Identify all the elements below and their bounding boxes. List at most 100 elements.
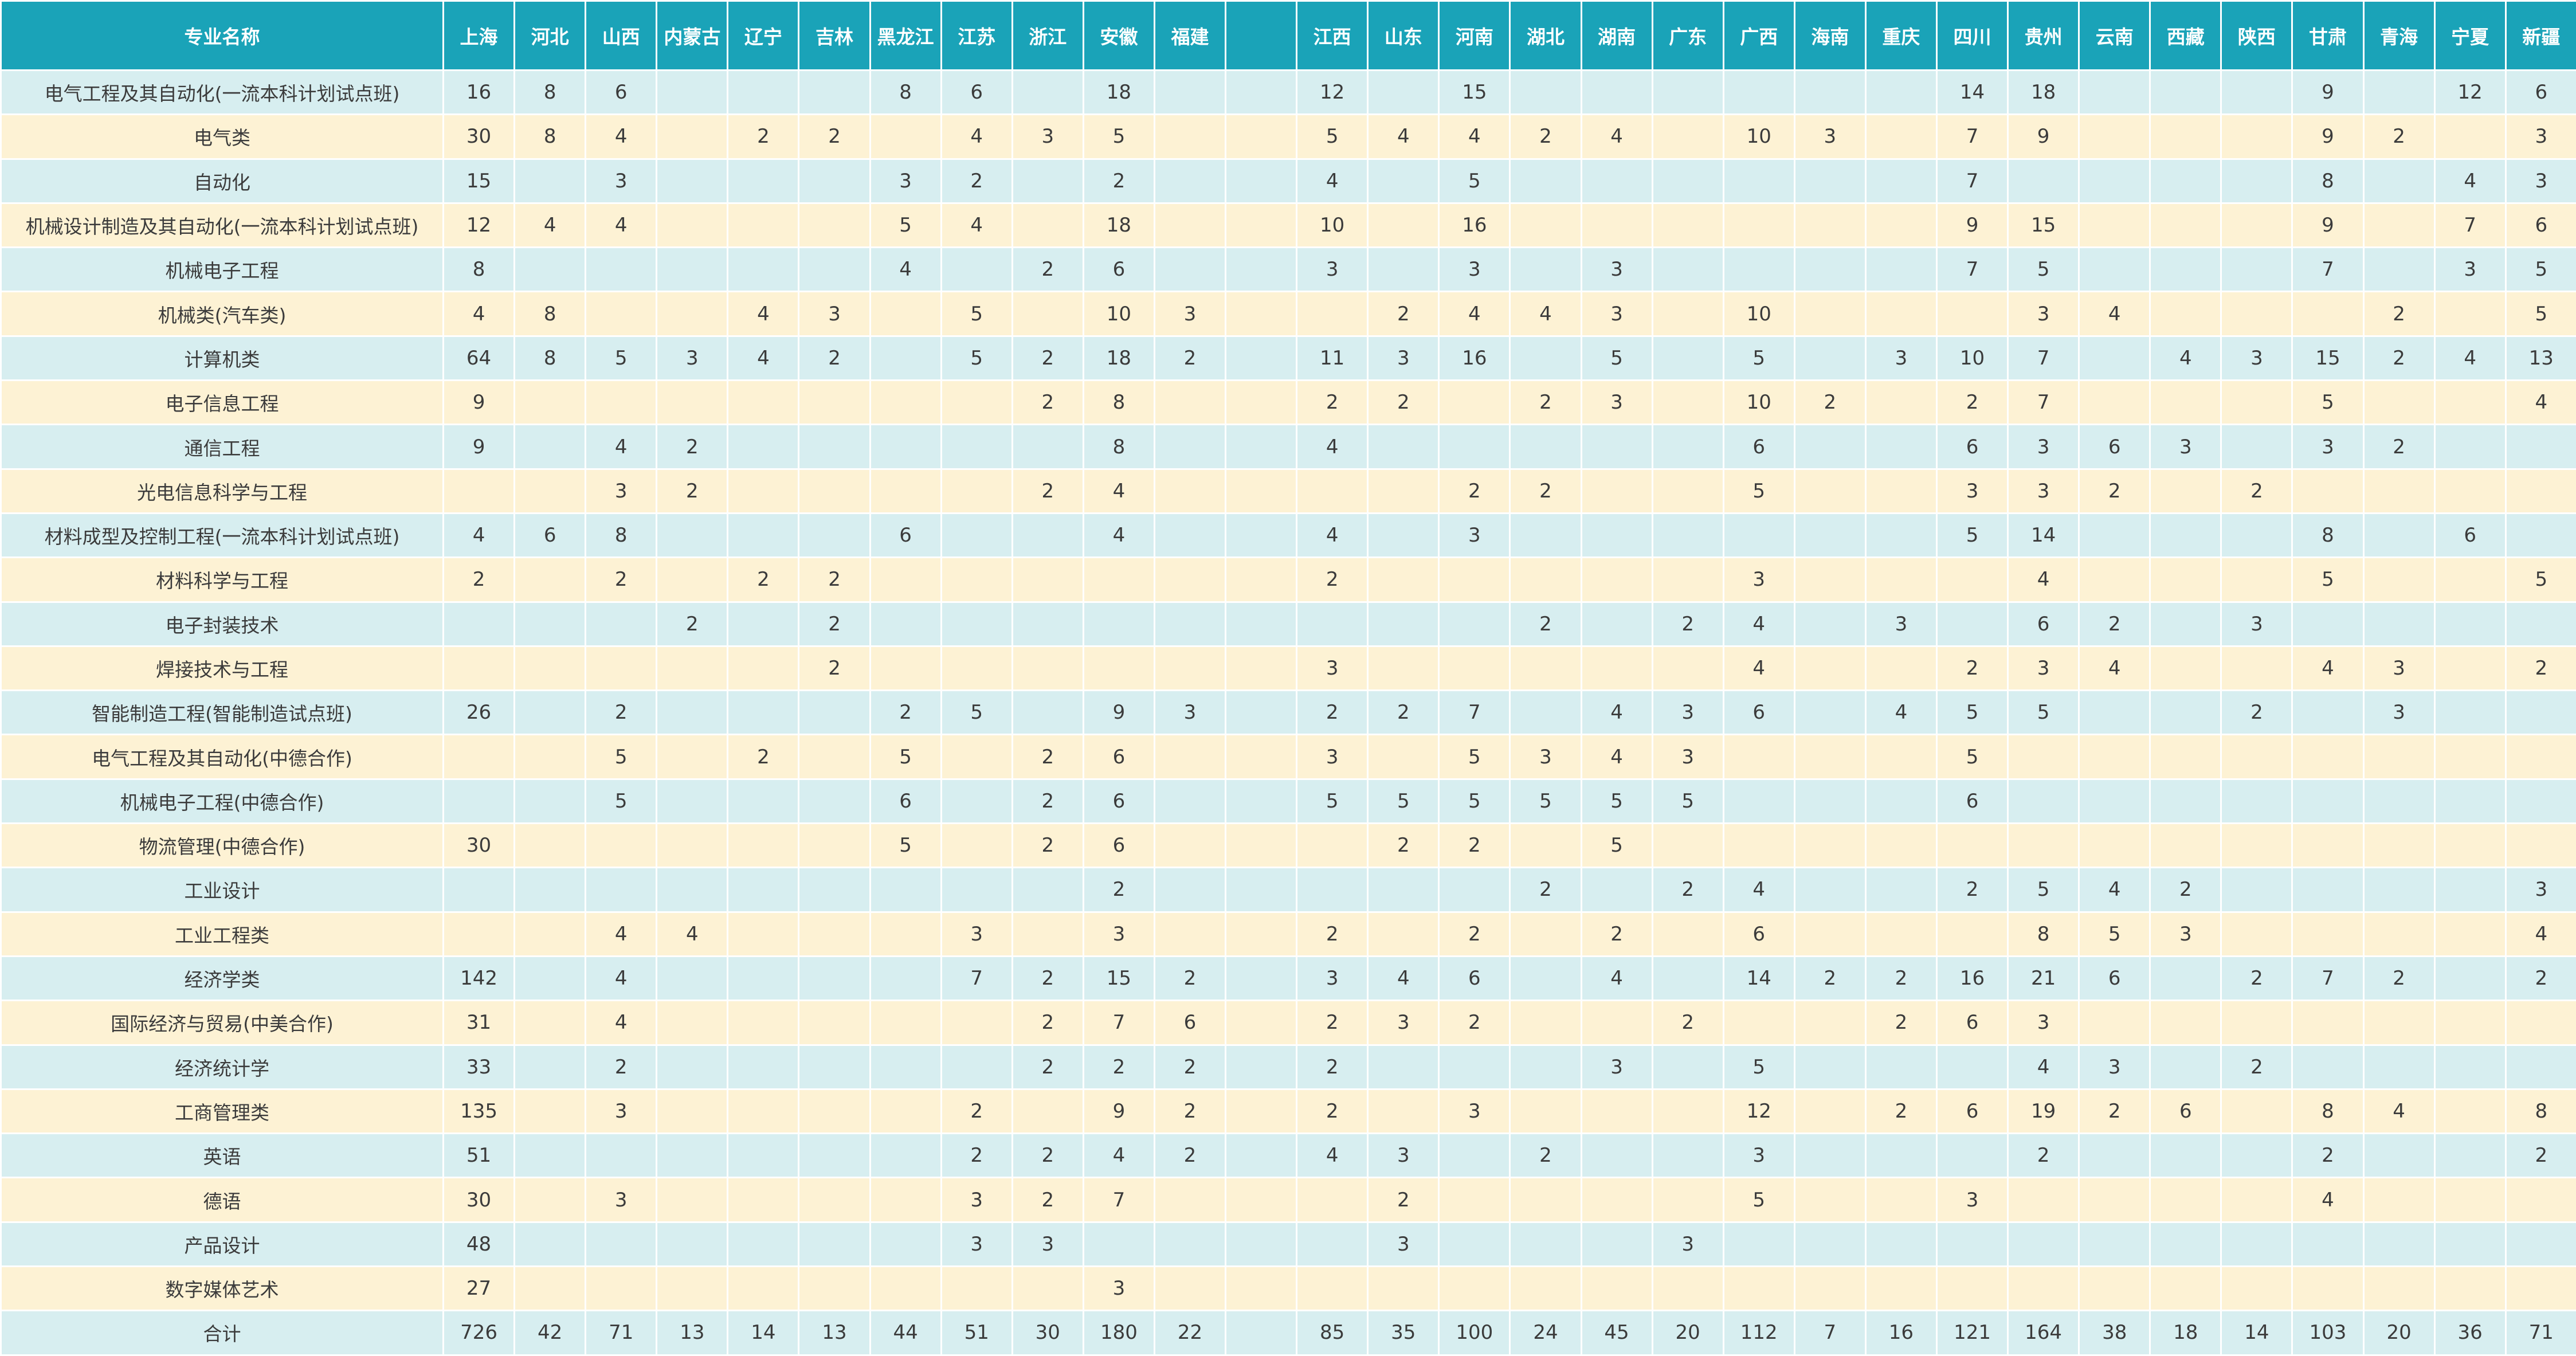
quota-cell	[1652, 513, 1723, 557]
quota-cell	[1154, 70, 1225, 115]
quota-cell	[2292, 1001, 2363, 1045]
quota-cell: 6	[1154, 1001, 1225, 1045]
quota-cell	[1652, 1267, 1723, 1311]
major-name-cell: 机械类(汽车类)	[1, 292, 444, 336]
quota-cell	[799, 824, 870, 868]
total-cell: 71	[586, 1311, 657, 1355]
quota-cell: 9	[2292, 115, 2363, 159]
quota-cell	[2221, 1134, 2292, 1178]
quota-cell: 48	[444, 1222, 515, 1266]
quota-cell: 2	[2363, 425, 2434, 469]
quota-cell: 2	[728, 115, 799, 159]
quota-cell	[1865, 469, 1936, 513]
quota-cell: 2	[1794, 956, 1865, 1000]
quota-cell	[2363, 1045, 2434, 1089]
quota-cell	[1368, 558, 1439, 602]
quota-cell: 30	[444, 115, 515, 159]
quota-cell	[2079, 691, 2150, 735]
quota-cell: 5	[1936, 735, 2008, 779]
quota-cell: 3	[1581, 381, 1652, 425]
quota-cell	[1226, 1089, 1297, 1133]
quota-cell	[2506, 1178, 2576, 1222]
quota-cell	[1794, 1134, 1865, 1178]
quota-cell: 26	[444, 691, 515, 735]
quota-cell	[1226, 1267, 1297, 1311]
quota-cell: 2	[728, 735, 799, 779]
quota-cell	[1723, 159, 1794, 203]
quota-cell: 2	[799, 336, 870, 380]
quota-cell: 2	[1083, 868, 1154, 912]
quota-cell: 10	[1297, 203, 1368, 247]
quota-cell	[2434, 292, 2506, 336]
quota-cell: 18	[1083, 70, 1154, 115]
quota-cell: 2	[1510, 1134, 1581, 1178]
quota-cell	[2506, 513, 2576, 557]
quota-cell: 4	[728, 336, 799, 380]
quota-cell: 5	[2506, 292, 2576, 336]
quota-cell	[870, 381, 941, 425]
quota-cell: 135	[444, 1089, 515, 1133]
quota-cell: 5	[1652, 779, 1723, 823]
quota-cell	[2150, 691, 2221, 735]
quota-cell: 8	[870, 70, 941, 115]
quota-cell: 3	[1012, 115, 1083, 159]
quota-cell	[799, 159, 870, 203]
quota-cell	[1865, 203, 1936, 247]
quota-cell: 6	[1439, 956, 1510, 1000]
quota-cell	[1581, 868, 1652, 912]
quota-cell	[1865, 868, 1936, 912]
quota-cell: 4	[2506, 912, 2576, 956]
quota-cell	[1226, 779, 1297, 823]
quota-cell: 4	[586, 425, 657, 469]
quota-cell	[2363, 1222, 2434, 1266]
quota-cell	[1012, 868, 1083, 912]
quota-cell	[728, 1267, 799, 1311]
quota-cell: 4	[1581, 691, 1652, 735]
quota-cell	[1226, 70, 1297, 115]
quota-cell: 2	[1936, 868, 2008, 912]
quota-cell	[870, 956, 941, 1000]
quota-cell: 3	[2506, 868, 2576, 912]
quota-cell: 18	[2008, 70, 2079, 115]
quota-cell: 3	[2506, 159, 2576, 203]
quota-cell: 6	[1723, 425, 1794, 469]
quota-cell: 2	[1012, 248, 1083, 292]
quota-cell	[1581, 558, 1652, 602]
quota-cell	[2292, 602, 2363, 646]
quota-cell	[657, 381, 728, 425]
quota-cell	[2221, 1222, 2292, 1266]
quota-cell: 31	[444, 1001, 515, 1045]
quota-cell	[1865, 1045, 1936, 1089]
quota-cell	[728, 425, 799, 469]
quota-cell: 2	[1439, 1001, 1510, 1045]
quota-cell	[1794, 1001, 1865, 1045]
quota-cell	[2079, 824, 2150, 868]
quota-cell	[515, 602, 586, 646]
quota-cell	[1439, 646, 1510, 690]
quota-cell	[799, 691, 870, 735]
quota-cell	[515, 1089, 586, 1133]
quota-cell: 4	[1439, 115, 1510, 159]
quota-cell: 8	[515, 70, 586, 115]
quota-cell: 8	[2292, 513, 2363, 557]
quota-cell	[2150, 203, 2221, 247]
quota-cell	[1012, 558, 1083, 602]
quota-cell	[657, 292, 728, 336]
quota-cell: 8	[2292, 159, 2363, 203]
quota-cell	[870, 868, 941, 912]
quota-cell	[2079, 70, 2150, 115]
quota-cell: 2	[1510, 868, 1581, 912]
quota-cell	[1297, 1267, 1368, 1311]
quota-cell	[2221, 824, 2292, 868]
quota-cell	[2150, 956, 2221, 1000]
quota-cell	[2221, 425, 2292, 469]
quota-cell	[1226, 248, 1297, 292]
quota-cell: 7	[2008, 381, 2079, 425]
quota-cell	[1936, 292, 2008, 336]
quota-cell	[1439, 381, 1510, 425]
header-province: 甘肃	[2292, 1, 2363, 70]
quota-cell: 2	[2363, 115, 2434, 159]
quota-cell	[1936, 1222, 2008, 1266]
quota-cell	[1936, 912, 2008, 956]
